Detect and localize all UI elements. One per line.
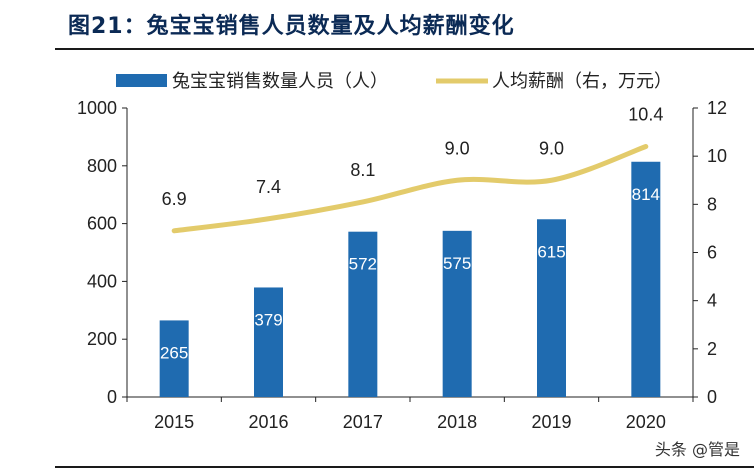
bar-data-label: 615 [537,242,565,261]
y-right-tick-label: 0 [707,387,717,407]
legend-bar-label: 兔宝宝销售数量人员（人） [172,71,388,91]
footer-divider [55,466,754,468]
x-tick-label: 2019 [531,412,571,432]
bar [159,320,189,397]
x-tick-label: 2015 [154,412,194,432]
line-data-label: 7.4 [256,177,281,197]
x-tick-label: 2020 [626,412,666,432]
legend-line-label: 人均薪酬（右，万元） [492,71,672,91]
line-data-label: 8.1 [350,160,375,180]
legend-bar-swatch [116,74,167,87]
y-right-tick-label: 12 [707,98,727,118]
x-tick-label: 2016 [248,412,288,432]
y-right-tick-label: 2 [707,339,717,359]
line-data-label: 10.4 [628,105,663,125]
bar [631,161,661,397]
x-tick-label: 2017 [343,412,383,432]
y-right-tick-label: 6 [707,243,717,263]
y-left-tick-label: 600 [87,214,117,234]
bar [442,230,472,397]
line-data-label: 9.0 [539,138,564,158]
bar [254,287,283,397]
bar-data-label: 575 [443,254,471,273]
bar-data-label: 814 [632,185,660,204]
bar-data-label: 265 [160,343,188,362]
bar-data-label: 572 [349,255,377,274]
watermark: 头条 @管是 [654,440,740,459]
bar-data-label: 379 [254,310,282,329]
title-divider [55,48,754,50]
line-series [171,144,649,234]
y-right-tick-label: 10 [707,146,727,166]
bar [537,219,566,397]
line-data-label: 9.0 [445,138,470,158]
y-left-tick-label: 400 [87,271,117,291]
y-right-tick-label: 8 [707,194,717,214]
x-tick-label: 2018 [437,412,477,432]
bar [348,231,378,397]
line-data-label: 6.9 [162,189,187,209]
y-left-tick-label: 1000 [77,98,117,118]
y-right-tick-label: 4 [707,291,717,311]
y-left-tick-label: 200 [87,329,117,349]
y-left-tick-label: 0 [107,387,117,407]
y-left-tick-label: 800 [87,156,117,176]
figure-title: 图21：兔宝宝销售人员数量及人均薪酬变化 [68,14,515,39]
